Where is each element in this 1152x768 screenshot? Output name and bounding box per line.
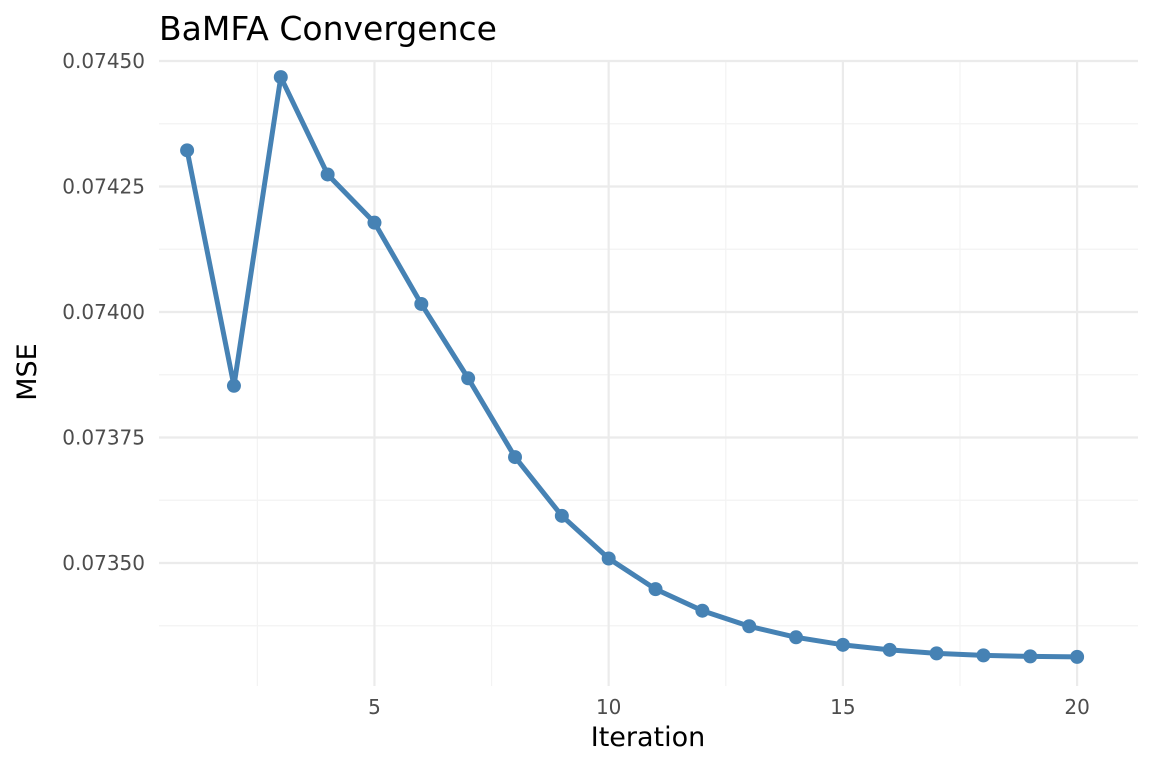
chart-title: BaMFA Convergence bbox=[159, 9, 497, 48]
data-point bbox=[226, 378, 241, 393]
data-point bbox=[1023, 649, 1038, 664]
data-point bbox=[1070, 649, 1085, 664]
data-point bbox=[976, 648, 991, 663]
data-point bbox=[461, 371, 476, 386]
data-point bbox=[320, 167, 335, 182]
series-line bbox=[184, 74, 1080, 660]
data-point bbox=[882, 642, 897, 657]
y-tick-label: 0.07375 bbox=[62, 426, 145, 450]
series bbox=[180, 70, 1085, 664]
x-tick-label: 5 bbox=[368, 695, 381, 719]
data-point bbox=[554, 508, 569, 523]
x-axis-title: Iteration bbox=[591, 722, 706, 753]
data-point bbox=[648, 582, 663, 597]
data-point bbox=[273, 70, 288, 85]
y-axis-title: MSE bbox=[12, 343, 43, 401]
data-point bbox=[742, 619, 757, 634]
grid bbox=[159, 59, 1138, 686]
data-point bbox=[929, 646, 944, 661]
y-tick-label: 0.07450 bbox=[62, 49, 145, 73]
y-tick-label: 0.07425 bbox=[62, 175, 145, 199]
data-point bbox=[367, 215, 382, 230]
data-point bbox=[508, 450, 522, 465]
data-point bbox=[789, 630, 804, 645]
data-point bbox=[601, 551, 616, 566]
data-point bbox=[180, 143, 195, 158]
data-point bbox=[695, 603, 710, 618]
x-tick-label: 20 bbox=[1064, 695, 1089, 719]
data-point bbox=[835, 637, 850, 652]
y-tick-label: 0.07400 bbox=[62, 300, 145, 324]
x-tick-label: 10 bbox=[596, 695, 621, 719]
tick-labels: 5 10 15 20 0.07350 0.07375 0.07400 0.07425 0.074… bbox=[62, 49, 1090, 719]
x-tick-label: 15 bbox=[830, 695, 855, 719]
y-tick-label: 0.07350 bbox=[62, 551, 145, 575]
data-point bbox=[414, 296, 429, 311]
